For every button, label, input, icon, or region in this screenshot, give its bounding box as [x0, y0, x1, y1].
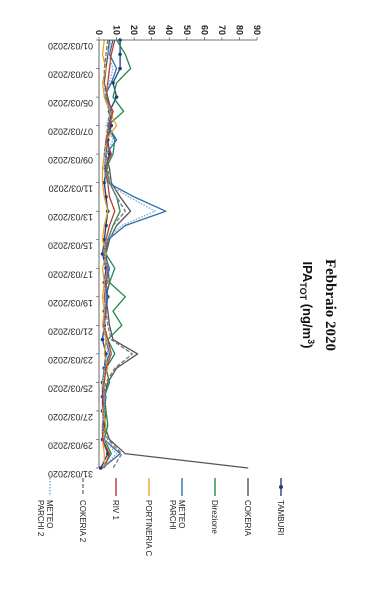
x-tick-label: 27/03/2020 [48, 412, 93, 422]
legend-label: RIV 1 [111, 500, 120, 521]
subtitle-exp: 3 [306, 339, 316, 344]
x-tick-label: 05/03/2020 [48, 98, 93, 108]
series-point-tamburi [102, 180, 107, 185]
subtitle-main: IPA [300, 262, 315, 283]
chart-subtitle: IPATOT (ng/m3) [298, 262, 316, 349]
x-tick-label: 31/03/2020 [48, 469, 93, 479]
series-line-cokeria [103, 39, 249, 469]
subtitle-unit: (ng/m [300, 300, 315, 339]
legend-label: TAMBURI [276, 500, 285, 535]
chart-title: Febbraio 2020 [322, 259, 338, 351]
legend-label: METEO [177, 500, 186, 528]
subtitle-sub: TOT [298, 282, 308, 300]
x-tick-label: 19/03/2020 [48, 298, 93, 308]
x-tick-label: 29/03/2020 [48, 440, 93, 450]
x-tick-label: 07/03/2020 [48, 127, 93, 137]
y-tick-label: 20 [129, 25, 139, 35]
plot-area [98, 38, 249, 470]
x-tick-label: 23/03/2020 [48, 355, 93, 365]
x-tick-label: 11/03/2020 [49, 184, 93, 194]
series-point-tamburi [118, 52, 122, 57]
x-tick-label: 15/03/2020 [48, 241, 93, 251]
subtitle-close: ) [300, 344, 315, 348]
y-tick-label: 50 [182, 25, 192, 35]
x-tick-label: 25/03/2020 [48, 383, 93, 393]
series-point-tamburi [100, 337, 105, 342]
y-tick-label: 70 [217, 25, 227, 35]
x-tick-label: 17/03/2020 [48, 269, 93, 279]
y-tick-label: 80 [234, 25, 244, 35]
x-tick-label: 01/03/2020 [48, 41, 93, 51]
legend-marker [279, 485, 283, 489]
legend-label: Direzione [210, 500, 219, 534]
x-tick-label: 09/03/2020 [48, 155, 93, 165]
legend-label: PARCHI [168, 500, 177, 530]
x-tick-label: 21/03/2020 [48, 326, 93, 336]
series-point-tamburi [98, 466, 103, 470]
y-tick-label: 30 [147, 25, 157, 35]
legend-label: METEO [45, 500, 54, 528]
legend-label: COKERIA [243, 500, 252, 537]
y-tick-label: 40 [164, 25, 174, 35]
legend-label: COKERIA 2 [78, 500, 87, 543]
series-point-tamburi [114, 95, 119, 99]
legend-label: PORTINERIA C [144, 500, 153, 557]
series-line-meteo-parchi [101, 39, 167, 469]
series-line-meteo-parchi-2 [101, 39, 156, 469]
legend: TAMBURICOKERIADirezioneMETEOPARCHIPORTIN… [36, 478, 285, 557]
series-point-tamburi [118, 66, 122, 71]
y-tick-label: 60 [199, 25, 209, 35]
x-tick-label: 03/03/2020 [48, 70, 93, 80]
y-tick-label: 90 [252, 25, 262, 35]
axes: 0 10 20 30 40 50 60 70 80 90 01/03/2020 03/03/2020 0… [48, 25, 262, 479]
series-point-tamburi [100, 252, 105, 256]
y-tick-label: 0 [94, 30, 104, 35]
legend-label: PARCHI 2 [36, 500, 45, 537]
x-tick-label: 13/03/2020 [48, 212, 93, 222]
y-tick-label: 10 [112, 25, 122, 35]
